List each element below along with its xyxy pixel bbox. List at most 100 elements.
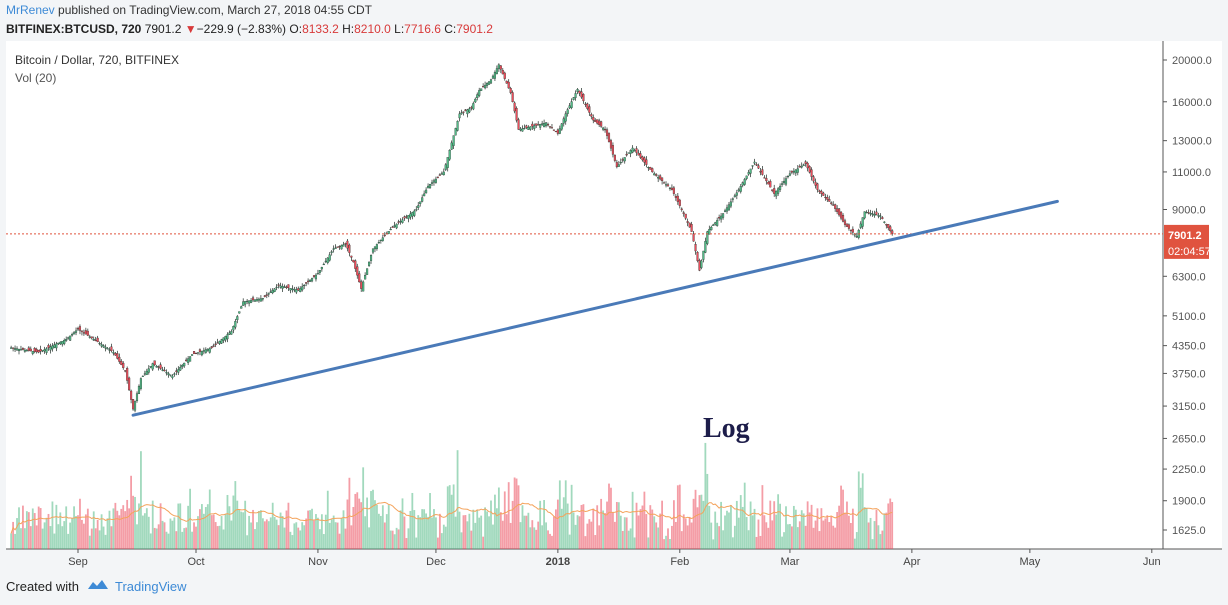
candle-body (159, 364, 162, 369)
volume-bar (625, 517, 628, 549)
volume-bar (562, 497, 565, 549)
candle-body (185, 359, 188, 362)
volume-bar (454, 516, 457, 549)
tradingview-link[interactable]: TradingView (114, 579, 187, 594)
volume-bar (456, 450, 459, 549)
volume-bar (226, 494, 229, 549)
author-link[interactable]: MrRenev (6, 3, 55, 17)
volume-bar (118, 515, 121, 549)
volume-bar (224, 513, 227, 549)
volume-bar (568, 534, 571, 549)
volume-bar (334, 522, 337, 549)
volume-bar (497, 487, 500, 549)
candle-body (798, 165, 801, 168)
candle-body (163, 369, 166, 372)
candle-body (456, 120, 459, 131)
candle-body (33, 348, 36, 352)
candle-body (373, 246, 377, 250)
volume-bar (480, 515, 483, 549)
volume-bar (291, 535, 294, 549)
volume-bar (281, 516, 284, 549)
candle-body (368, 261, 371, 266)
candle-body (61, 340, 64, 345)
candle-body (558, 128, 561, 134)
candle-body (312, 275, 316, 277)
candle-body (499, 65, 502, 70)
candle-body (765, 178, 768, 182)
volume-bar (574, 524, 577, 549)
candle-body (328, 254, 331, 261)
y-tick-label: 20000.0 (1172, 55, 1212, 67)
candle-body (326, 257, 329, 263)
candle-body (800, 165, 803, 168)
volume-bar (271, 502, 274, 549)
volume-bar (692, 498, 695, 549)
tradingview-logo-icon[interactable] (87, 578, 109, 595)
candle-body (218, 340, 221, 344)
candle-body (623, 157, 626, 162)
volume-bar (256, 522, 258, 549)
candle-body (891, 230, 894, 235)
volume-bar (204, 507, 207, 549)
candle-body (450, 142, 453, 150)
volume-bar (252, 509, 254, 549)
candle-body (462, 111, 465, 113)
volume-bar (431, 517, 433, 549)
chart-area[interactable]: 1625.0 1900.0 2250.0 2650.0 3150.0 3750.0 4350… (6, 41, 1222, 571)
candle-body (452, 135, 455, 146)
volume-bar (358, 498, 361, 549)
candle-body (427, 185, 430, 189)
candle-body (737, 189, 740, 192)
candle-body (460, 112, 463, 115)
candle-body (206, 348, 209, 351)
volume-bar (55, 504, 58, 549)
volume-bar (812, 527, 815, 549)
volume-bar (376, 504, 378, 549)
candle-body (124, 370, 127, 372)
candle-body (442, 171, 445, 176)
plot-background[interactable] (6, 41, 1163, 549)
candle-body (727, 204, 731, 211)
candle-body (804, 161, 807, 164)
candle-body (293, 289, 296, 291)
candle-body (533, 125, 536, 129)
volume-bar (153, 527, 156, 549)
volume-bar (370, 491, 372, 549)
candle-body (666, 184, 670, 187)
volume-bar (484, 507, 486, 549)
x-tick-label: 2018 (546, 556, 570, 568)
price-axis[interactable] (1163, 41, 1222, 549)
candle-body (340, 245, 343, 250)
candle-body (387, 231, 390, 234)
candle-body (263, 295, 266, 297)
volume-bar (183, 528, 186, 549)
volume-bar (269, 517, 272, 549)
candle-body (133, 401, 137, 411)
volume-bar (792, 505, 795, 549)
y-tick-label: 13000.0 (1172, 136, 1212, 148)
volume-bar (37, 506, 40, 549)
volume-bar (301, 522, 304, 549)
volume-bar (421, 509, 424, 549)
volume-bar (120, 508, 123, 549)
volume-bar (824, 518, 827, 549)
volume-bar (773, 501, 776, 549)
volume-bar (617, 502, 620, 549)
candle-body (838, 208, 841, 216)
volume-bar (295, 522, 298, 549)
candle-body (86, 330, 89, 336)
volume-bar (57, 524, 60, 549)
volume-bar (460, 532, 463, 549)
volume-bar (407, 528, 410, 549)
candle-body (710, 226, 713, 231)
volume-bar (147, 516, 150, 549)
volume-bar (828, 522, 831, 549)
volume-bar (633, 537, 636, 549)
volume-bar (285, 510, 288, 549)
candle-body (843, 220, 847, 225)
volume-bar (18, 507, 20, 549)
volume-bar (865, 508, 868, 549)
candle-body (535, 123, 538, 126)
candle-body (214, 343, 217, 345)
volume-bar (737, 517, 740, 549)
